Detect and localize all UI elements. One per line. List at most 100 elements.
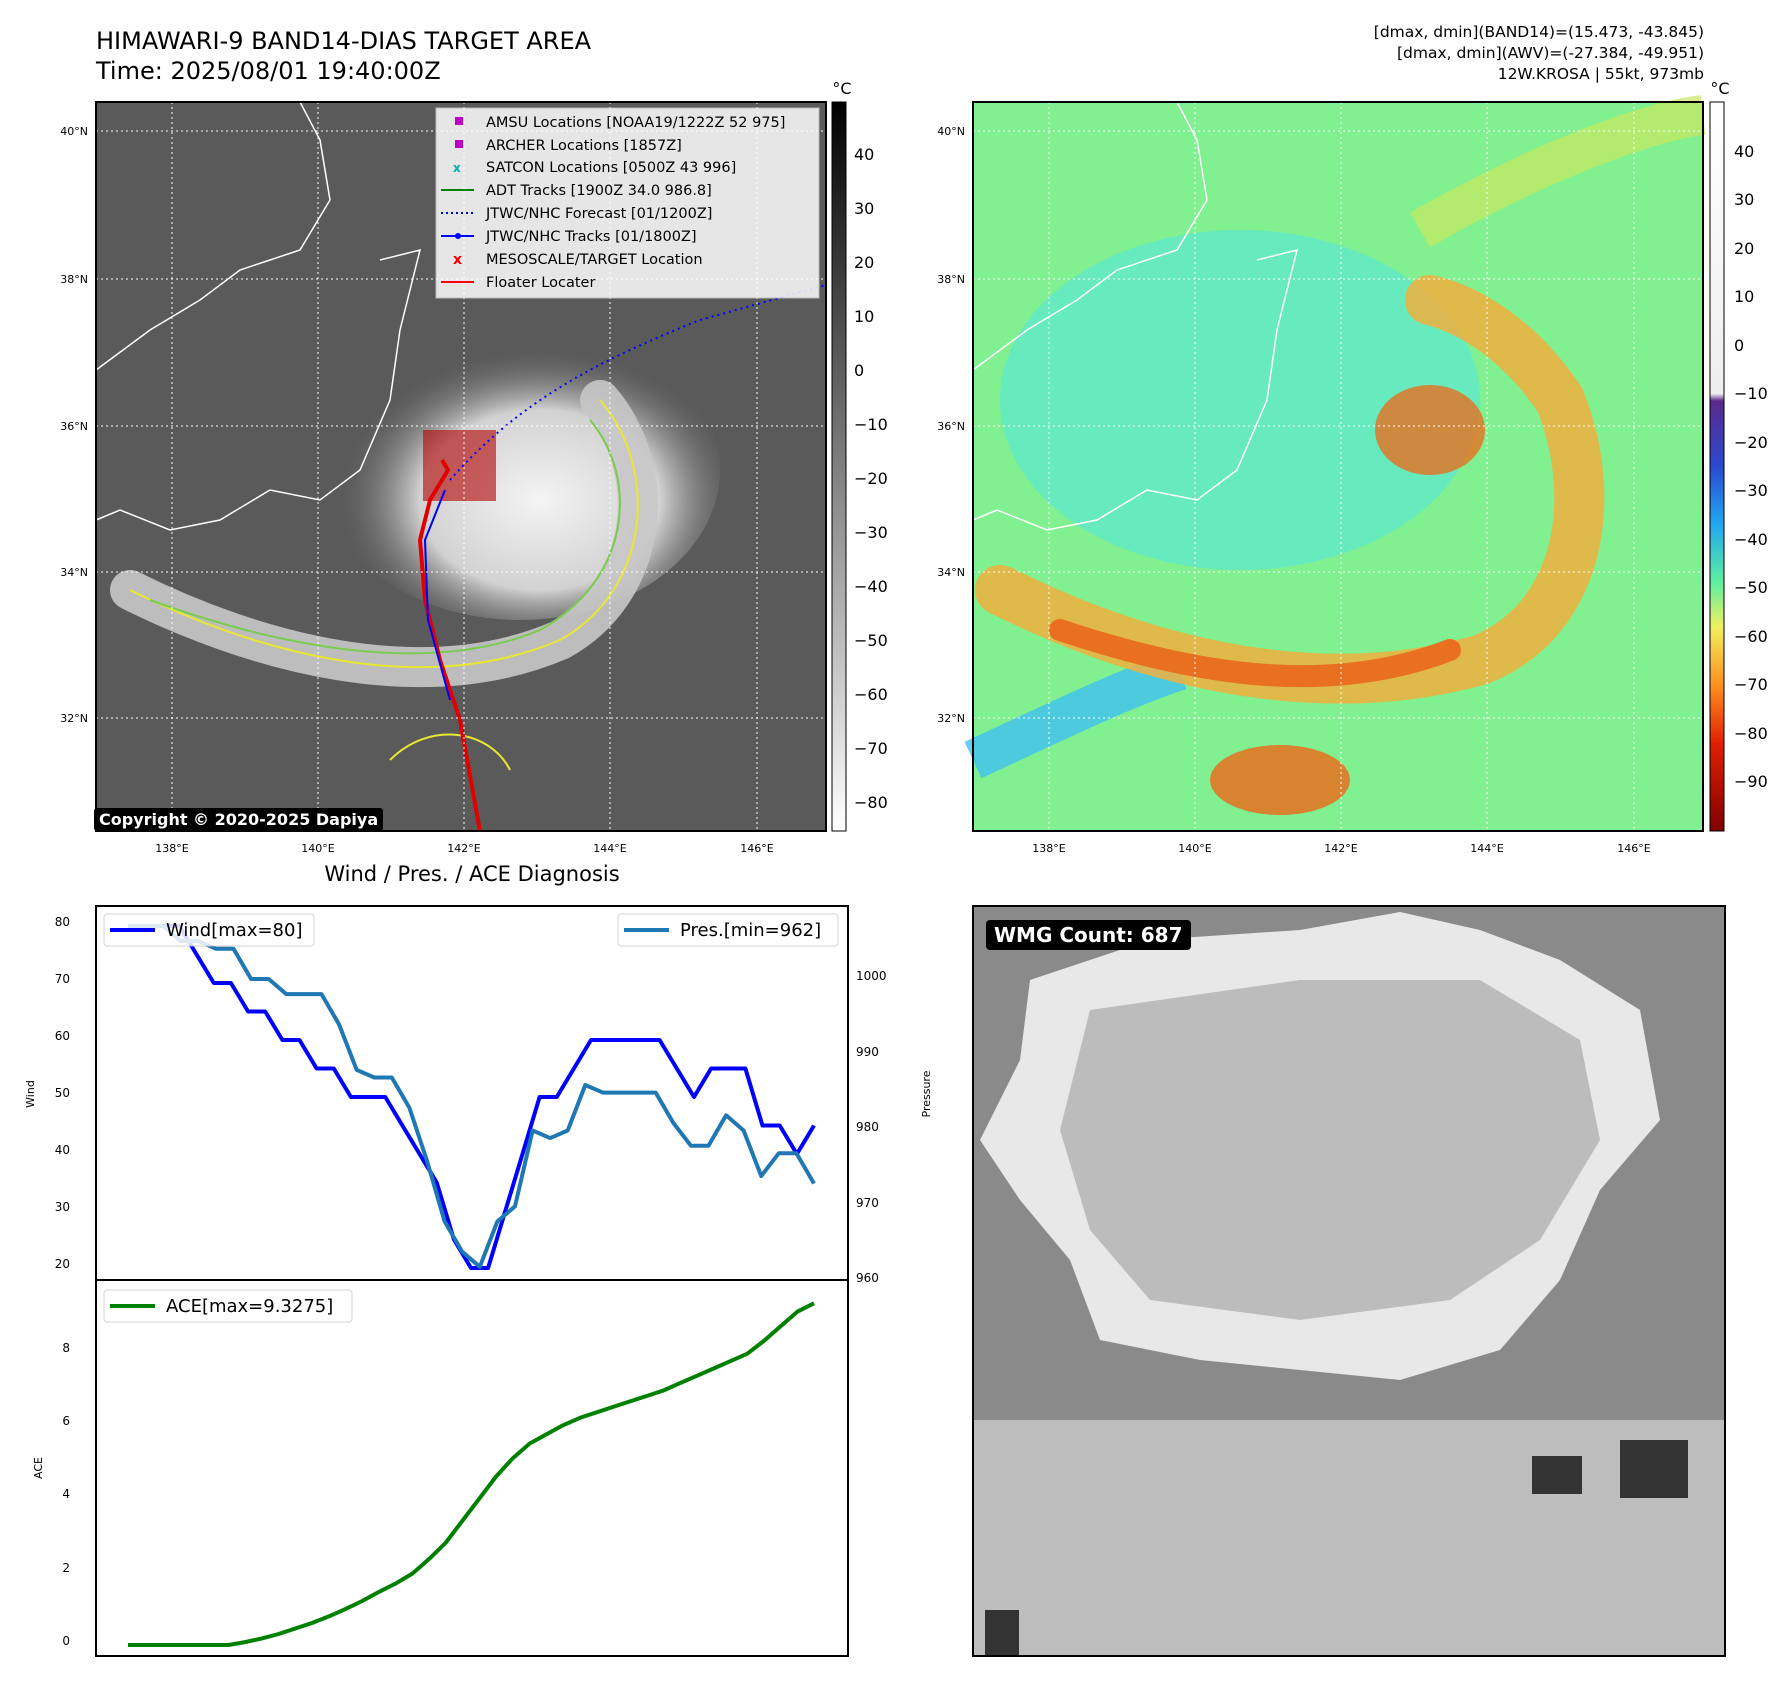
awv-cbar-tick: −50 [1734, 578, 1768, 597]
pressure-series [128, 924, 816, 1269]
diagnosis-panel: 80 70 60 50 40 30 20 Wind 1000 990 980 9… [24, 905, 933, 1657]
awv-lat-tick: 38°N [937, 273, 965, 286]
legend-label-adt: ADT Tracks [1900Z 34.0 986.8] [486, 183, 712, 199]
ir-lat-tick: 32°N [60, 712, 88, 725]
ir-colorbar-ticks: 40 30 20 10 0 −10 −20 −30 −40 −50 −60 −7… [854, 145, 888, 812]
pressure-axis-label: Pressure [920, 1070, 933, 1117]
ir-contour-yellow [129, 399, 639, 669]
awv-lon-tick: 146°E [1617, 842, 1650, 855]
awv-grid [973, 102, 1703, 831]
ir-contour-green [149, 419, 621, 655]
ace-tick: 6 [62, 1414, 70, 1428]
ir-lat-tick: 34°N [60, 566, 88, 579]
floater-track [417, 458, 482, 832]
ir-cbar-tick: −20 [854, 469, 888, 488]
ace-axis-ticks: 8 6 4 2 0 [62, 1341, 70, 1648]
awv-lon-tick: 138°E [1032, 842, 1065, 855]
wind-axis-ticks: 80 70 60 50 40 30 20 [55, 915, 70, 1271]
wind-tick: 40 [55, 1143, 70, 1157]
ir-lat-tick: 38°N [60, 273, 88, 286]
wind-line [128, 924, 816, 1270]
ir-lon-tick: 142°E [447, 842, 480, 855]
ir-cbar-tick: 0 [854, 361, 864, 380]
pressure-tick: 980 [856, 1120, 879, 1134]
awv-cbar-tick: 40 [1734, 142, 1754, 161]
jtwc-forecast [449, 284, 827, 481]
stats-header: [dmax, dmin](BAND14)=(15.473, -43.845) [… [1373, 23, 1704, 83]
ir-lon-tick: 144°E [593, 842, 626, 855]
wmg-cloud-core [1060, 980, 1600, 1320]
awv-cbar-tick: 0 [1734, 336, 1744, 355]
awv-coastline-honshu [972, 248, 1299, 531]
ir-lat-ticks: 40°N 38°N 36°N 34°N 32°N [60, 125, 88, 725]
wind-axis-label: Wind [24, 1080, 37, 1108]
awv-cbar-tick: −20 [1734, 433, 1768, 452]
awv-colorbar-unit: °C [1710, 79, 1729, 98]
ir-colorbar [831, 101, 847, 832]
wmg-count-label: WMG Count: 687 [986, 920, 1191, 950]
ir-lon-tick: 140°E [301, 842, 334, 855]
pressure-line [128, 924, 816, 1269]
ir-lon-ticks: 138°E 140°E 142°E 144°E 146°E [155, 842, 773, 855]
pressure-tick: 960 [856, 1271, 879, 1285]
pressure-axis-ticks: 1000 990 980 970 960 [856, 969, 887, 1285]
ir-cbar-tick: −60 [854, 685, 888, 704]
wmg-cold-pixel-cluster [985, 1610, 1019, 1656]
awv-dry-slot [964, 651, 1187, 779]
wind-tick: 50 [55, 1086, 70, 1100]
awv-lat-tick: 34°N [937, 566, 965, 579]
wind-legend-label: Wind[max=80] [166, 920, 303, 941]
ir-cbar-tick: −80 [854, 793, 888, 812]
ir-cbar-tick: −50 [854, 631, 888, 650]
track-legend-labels: AMSU Locations [NOAA19/1222Z 52 975] ARC… [485, 115, 785, 291]
legend-label-amsu: AMSU Locations [NOAA19/1222Z 52 975] [486, 115, 785, 131]
awv-cbar-tick: −80 [1734, 724, 1768, 743]
ir-cbar-tick: −40 [854, 577, 888, 596]
ace-tick: 0 [62, 1634, 70, 1648]
wmg-frame [972, 905, 1726, 1657]
ace-tick: 2 [62, 1561, 70, 1575]
ace-tick: 8 [62, 1341, 70, 1355]
legend-label-satcon: SATCON Locations [0500Z 43 996] [486, 160, 736, 176]
wind-series [128, 924, 816, 1270]
awv-cbar-tick: −10 [1734, 384, 1768, 403]
ir-lat-tick: 40°N [60, 125, 88, 138]
awv-cbar-tick: −60 [1734, 627, 1768, 646]
awv-lon-tick: 140°E [1178, 842, 1211, 855]
wmg-cold-pixel-cluster [1532, 1456, 1582, 1494]
awv-rainband-core [1049, 619, 1461, 688]
wind-tick: 60 [55, 1029, 70, 1043]
awv-map-panel: °C 40 30 20 10 0 −10 −20 −30 −40 −50 −60… [937, 79, 1768, 855]
pressure-tick: 1000 [856, 969, 887, 983]
legend-marker-amsu [455, 117, 463, 125]
wind-legend-box [103, 913, 315, 947]
jtwc-track [423, 489, 451, 701]
awv-lon-tick: 144°E [1470, 842, 1503, 855]
ir-map-frame [95, 101, 827, 832]
awv-cbar-tick: −70 [1734, 675, 1768, 694]
ir-cbar-tick: −70 [854, 739, 888, 758]
awv-lon-tick: 142°E [1324, 842, 1357, 855]
ir-colorbar-unit: °C [832, 79, 851, 98]
ir-cbar-tick: 20 [854, 253, 874, 272]
awv-lat-tick: 32°N [937, 712, 965, 725]
awv-cbar-tick: −90 [1734, 772, 1768, 791]
ace-axis-label: ACE [32, 1457, 45, 1479]
legend-marker-archer [455, 140, 463, 148]
wind-tick: 70 [55, 972, 70, 986]
legend-marker-satcon: x [453, 161, 461, 175]
wmg-panel [972, 905, 1726, 1657]
copyright-label: Copyright © 2020-2025 Dapiya [94, 808, 384, 831]
legend-label-jtwc: JTWC/NHC Tracks [01/1800Z] [485, 229, 697, 245]
track-legend-markers: x x [441, 117, 474, 283]
ir-coastline-honshu [95, 248, 422, 531]
wind-tick: 20 [55, 1257, 70, 1271]
diagnosis-title: Wind / Pres. / ACE Diagnosis [324, 862, 620, 886]
wind-tick: 30 [55, 1200, 70, 1214]
ir-cbar-tick: −10 [854, 415, 888, 434]
awv-cbar-tick: 30 [1734, 190, 1754, 209]
awv-colorbar [1709, 101, 1725, 832]
awv-lat-tick: 40°N [937, 125, 965, 138]
wind-pressure-frame [95, 905, 849, 1281]
